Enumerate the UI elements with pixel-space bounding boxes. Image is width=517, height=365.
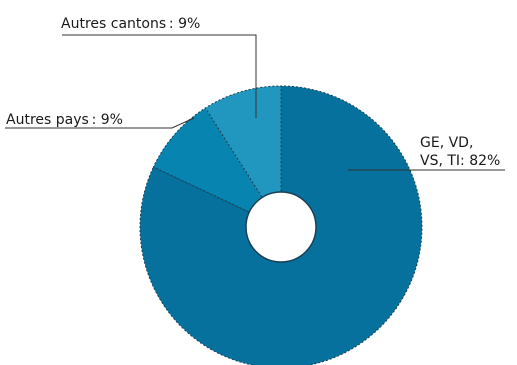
donut-hole xyxy=(245,191,317,263)
leader-line-autres-cantons xyxy=(62,34,257,118)
slice-autres-cantons xyxy=(204,85,282,229)
label-autres-pays: Autres pays : 9% xyxy=(6,112,123,128)
leader-line-autres-pays xyxy=(5,117,195,129)
label-autres-cantons: Autres cantons : 9% xyxy=(61,16,200,32)
donut-slices xyxy=(139,85,423,365)
label-ge-vd-vs-ti-line-2: VS, TI: 82% xyxy=(420,153,500,169)
slice-autres-pays xyxy=(152,107,283,229)
slice-ge-vd-vs-ti xyxy=(139,85,423,365)
label-ge-vd-vs-ti-line-1: GE, VD, xyxy=(420,135,473,151)
label-ge-vd-vs-ti: GE, VD, VS, TI: 82% xyxy=(420,135,500,169)
